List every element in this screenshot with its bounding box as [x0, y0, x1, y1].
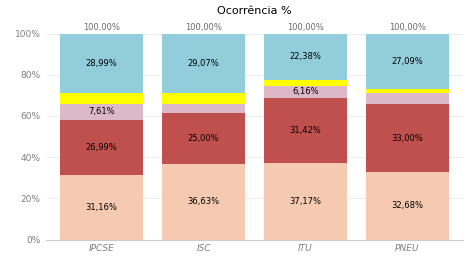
Bar [60, 104, 144, 120]
Text: 32,68%: 32,68% [392, 202, 424, 210]
Bar [162, 113, 245, 164]
Bar [264, 163, 347, 240]
Text: 29,07%: 29,07% [188, 59, 219, 68]
Bar [60, 120, 144, 175]
Bar [264, 33, 347, 80]
Bar [162, 33, 245, 93]
Text: 100,00%: 100,00% [287, 23, 324, 32]
Text: 31,42%: 31,42% [290, 126, 321, 135]
Text: 100,00%: 100,00% [185, 23, 222, 32]
Bar [60, 93, 144, 104]
Text: 27,09%: 27,09% [392, 57, 424, 66]
Text: 100,00%: 100,00% [83, 23, 120, 32]
Text: 26,99%: 26,99% [86, 143, 118, 152]
Bar [366, 89, 449, 93]
Bar [162, 93, 245, 104]
Text: 36,63%: 36,63% [188, 197, 219, 206]
Bar [264, 80, 347, 85]
Bar [366, 93, 449, 104]
Text: 100,00%: 100,00% [389, 23, 426, 32]
Text: 28,99%: 28,99% [86, 59, 118, 68]
Bar [264, 98, 347, 163]
Text: 25,00%: 25,00% [188, 134, 219, 143]
Bar [60, 175, 144, 240]
Bar [366, 33, 449, 89]
Bar [162, 104, 245, 113]
Text: 33,00%: 33,00% [392, 134, 424, 143]
Text: 22,38%: 22,38% [289, 52, 321, 61]
Bar [264, 85, 347, 98]
Text: 37,17%: 37,17% [289, 197, 322, 206]
Bar [366, 104, 449, 172]
Bar [60, 33, 144, 93]
Bar [162, 164, 245, 240]
Bar [366, 172, 449, 240]
Text: 7,61%: 7,61% [88, 107, 115, 117]
Text: 31,16%: 31,16% [86, 203, 118, 212]
Text: 6,16%: 6,16% [292, 87, 319, 96]
Title: Ocorrência %: Ocorrência % [217, 5, 292, 16]
